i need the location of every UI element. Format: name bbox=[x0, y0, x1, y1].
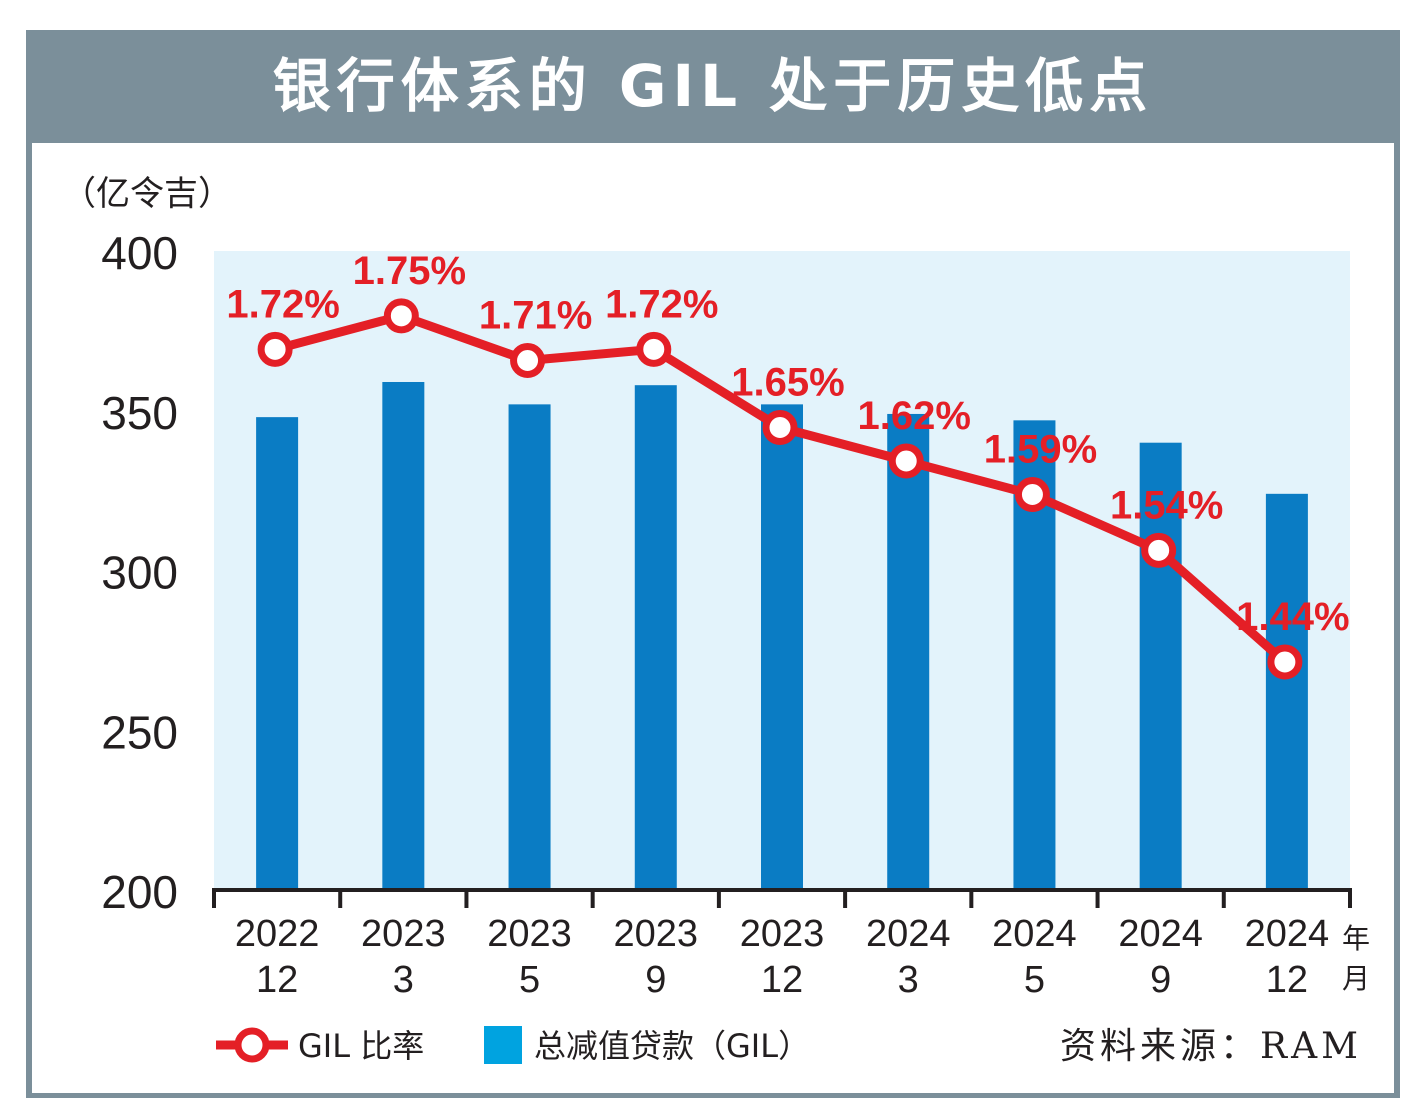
legend-bar-swatch bbox=[484, 1026, 522, 1064]
x-tick-month-8: 12 bbox=[1266, 959, 1308, 1001]
ratio-label-3: 1.72% bbox=[605, 282, 718, 326]
legend-line-label: GIL 比率 bbox=[298, 1027, 424, 1065]
ratio-point-7 bbox=[1141, 532, 1177, 568]
legend-bar-label: 总减值贷款（GIL） bbox=[534, 1027, 810, 1065]
year-unit: 年 bbox=[1342, 922, 1370, 955]
x-tick-year-5: 2024 bbox=[866, 913, 951, 955]
month-unit: 月 bbox=[1342, 962, 1370, 995]
bar-7 bbox=[1139, 442, 1182, 890]
y-tick-label-2: 300 bbox=[101, 547, 178, 599]
x-tick-month-3: 9 bbox=[645, 959, 666, 1001]
x-tick-year-1: 2023 bbox=[361, 913, 446, 955]
ratio-point-1 bbox=[383, 298, 419, 334]
source-label: 资料来源：RAM bbox=[1060, 1026, 1362, 1067]
ratio-label-5: 1.62% bbox=[858, 394, 971, 438]
ratio-point-8 bbox=[1267, 644, 1303, 680]
ratio-point-3 bbox=[636, 331, 672, 367]
bar-4 bbox=[761, 404, 803, 890]
bar-3 bbox=[634, 385, 677, 890]
x-tick-month-5: 3 bbox=[898, 959, 919, 1001]
bar-0 bbox=[256, 417, 299, 890]
ratio-point-0 bbox=[257, 331, 293, 367]
y-tick-label-4: 400 bbox=[101, 227, 178, 279]
ratio-point-5 bbox=[888, 443, 924, 479]
x-tick-month-6: 5 bbox=[1024, 959, 1045, 1001]
x-tick-year-3: 2023 bbox=[614, 913, 699, 955]
x-tick-year-6: 2024 bbox=[992, 913, 1077, 955]
ratio-label-8: 1.44% bbox=[1236, 595, 1349, 639]
x-tick-month-7: 9 bbox=[1150, 959, 1171, 1001]
bar-5 bbox=[887, 413, 930, 890]
x-tick-year-2: 2023 bbox=[487, 913, 572, 955]
legend-marker-swatch bbox=[234, 1027, 270, 1063]
x-tick-month-1: 3 bbox=[393, 959, 414, 1001]
bar-1 bbox=[382, 381, 425, 890]
ratio-point-6 bbox=[1014, 477, 1050, 512]
legend: GIL 比率 总减值贷款（GIL） bbox=[216, 1026, 810, 1065]
x-tick-year-7: 2024 bbox=[1118, 913, 1203, 955]
ratio-label-7: 1.54% bbox=[1110, 483, 1223, 527]
x-tick-year-0: 2022 bbox=[235, 913, 320, 955]
x-tick-month-0: 12 bbox=[256, 959, 298, 1001]
ratio-label-4: 1.65% bbox=[731, 361, 844, 405]
chart-title: 银行体系的 GIL 处于历史低点 bbox=[272, 52, 1154, 120]
x-tick-year-8: 2024 bbox=[1245, 913, 1330, 955]
x-tick-month-2: 5 bbox=[519, 959, 540, 1001]
y-tick-label-1: 250 bbox=[101, 706, 178, 758]
ratio-label-1: 1.75% bbox=[353, 249, 466, 293]
ratio-point-2 bbox=[510, 343, 546, 378]
x-tick-month-4: 12 bbox=[761, 959, 803, 1001]
unit-label: （亿令吉） bbox=[62, 174, 232, 214]
ratio-label-0: 1.72% bbox=[226, 282, 339, 326]
x-tick-year-4: 2023 bbox=[740, 913, 825, 955]
y-tick-label-3: 350 bbox=[101, 387, 178, 439]
bar-2 bbox=[508, 404, 551, 890]
ratio-label-6: 1.59% bbox=[984, 428, 1097, 472]
ratio-label-2: 1.71% bbox=[479, 294, 592, 338]
ratio-point-4 bbox=[762, 410, 798, 445]
y-tick-label-0: 200 bbox=[101, 866, 178, 918]
bar-8 bbox=[1265, 493, 1308, 890]
